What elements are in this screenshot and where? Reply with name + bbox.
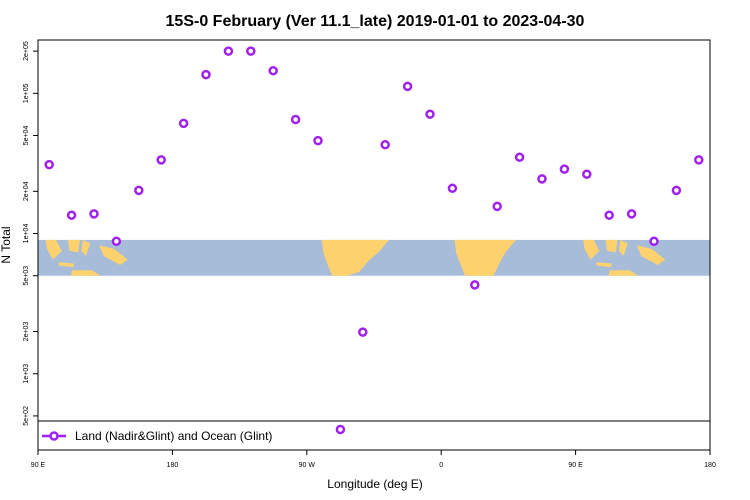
data-point [358, 327, 368, 337]
data-point [649, 236, 659, 247]
land-mass [67, 239, 80, 253]
data-point [66, 210, 77, 220]
legend-marker [49, 431, 59, 441]
x-axis: 90 E 180 90 W 0 90 E 180 [31, 450, 716, 469]
data-point [111, 236, 122, 247]
data-point [694, 155, 704, 165]
data-points [44, 46, 704, 435]
land-mass [99, 245, 128, 265]
data-point [201, 69, 211, 80]
y-tick-label: 5e+03 [23, 266, 30, 286]
y-tick-label: 2e+04 [23, 181, 30, 201]
y-tick-label: 5e+04 [23, 126, 30, 146]
land-mass [596, 262, 612, 268]
plot-frame [37, 39, 711, 451]
y-tick-label: 5e+02 [23, 406, 30, 426]
y-tick-label: 1e+03 [23, 364, 30, 384]
legend: Land (Nadir&Glint) and Ocean (Glint) [42, 429, 272, 443]
data-point [447, 183, 458, 194]
land-mass [81, 239, 91, 256]
land-mass [70, 270, 101, 276]
data-point [604, 210, 614, 220]
world-map-band [38, 239, 710, 276]
data-point [380, 139, 390, 150]
x-tick-label: 180 [167, 462, 179, 469]
data-point [178, 118, 189, 129]
data-point [268, 65, 278, 76]
data-point [156, 155, 166, 165]
data-point [514, 152, 525, 162]
chart-title: 15S-0 February (Ver 11.1_late) 2019-01-0… [166, 13, 585, 30]
y-tick-label: 2e+05 [23, 41, 30, 61]
data-point [223, 46, 234, 56]
y-tick-label: 1e+05 [23, 83, 30, 103]
x-tick-label: 90 W [299, 462, 316, 469]
land-mass [608, 270, 639, 276]
data-point [559, 164, 570, 174]
land-mass [454, 239, 516, 276]
data-point [335, 424, 346, 435]
land-mass [636, 245, 666, 265]
data-point [313, 135, 323, 146]
x-tick-label: 180 [704, 462, 716, 469]
land-mass [618, 239, 628, 256]
data-point [89, 209, 99, 219]
data-point [626, 209, 637, 219]
land-mass [58, 262, 74, 268]
data-point [246, 46, 256, 56]
data-point [671, 185, 682, 196]
data-point [537, 174, 547, 184]
x-axis-label: Longitude (deg E) [327, 477, 422, 491]
y-tick-label: 1e+04 [23, 224, 30, 244]
y-axis: 5e+02 1e+03 2e+03 5e+03 1e+04 2e+04 5e+04 1e+05… [23, 41, 38, 426]
land-mass [605, 239, 618, 253]
land-mass [583, 239, 600, 260]
y-tick-label: 2e+03 [23, 322, 30, 342]
data-point [492, 201, 502, 212]
land-mass [45, 239, 62, 260]
land-mass [321, 239, 389, 276]
x-tick-label: 90 E [31, 462, 46, 469]
data-point [290, 114, 301, 125]
y-axis-label: N Total [0, 226, 13, 263]
x-tick-label: 90 E [568, 462, 583, 469]
data-point [402, 81, 413, 92]
legend-label: Land (Nadir&Glint) and Ocean (Glint) [75, 429, 272, 443]
data-point [44, 159, 54, 170]
data-point [134, 185, 144, 196]
data-point [425, 109, 435, 119]
data-point [582, 169, 592, 179]
data-point [470, 280, 480, 290]
x-tick-label: 0 [439, 462, 443, 469]
